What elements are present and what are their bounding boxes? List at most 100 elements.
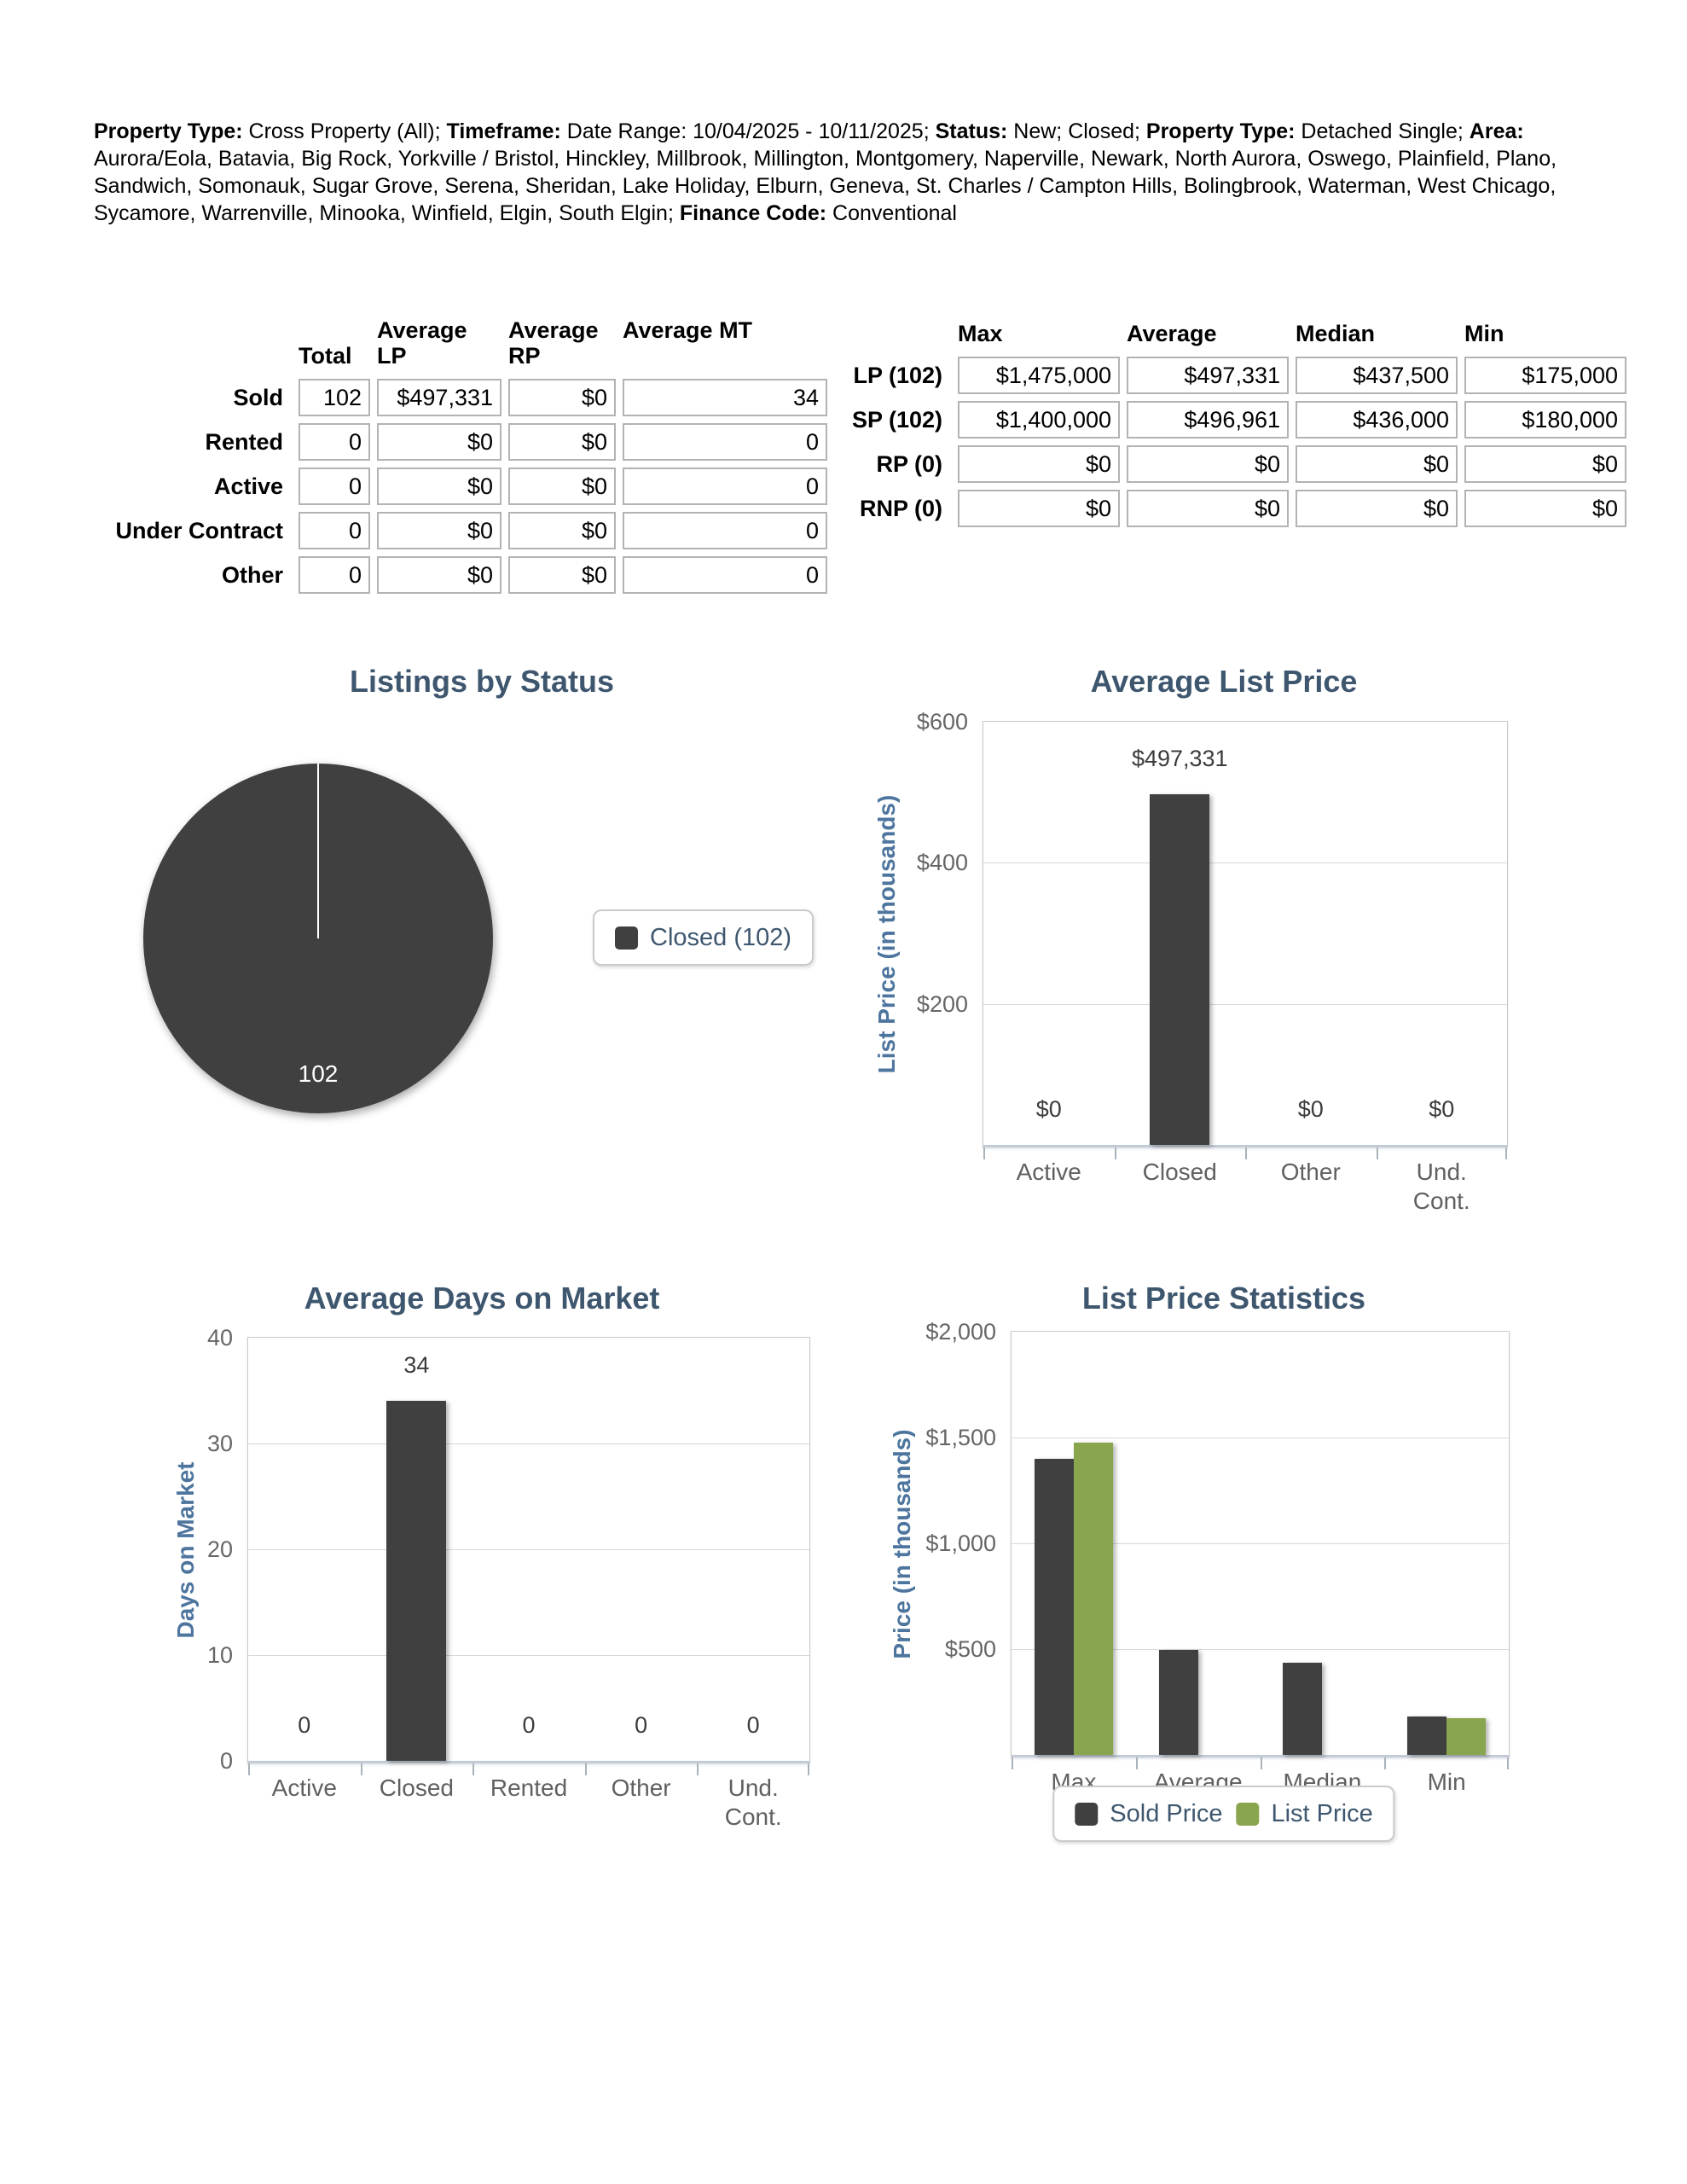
price-cell: $0 [958, 445, 1120, 483]
bar-sold-price [1034, 1458, 1074, 1755]
price-cell: $436,000 [1296, 401, 1458, 439]
criteria-label: Timeframe: [446, 119, 561, 143]
price-cell: $0 [1127, 490, 1289, 527]
legend-item-closed[interactable]: Closed (102) [615, 924, 791, 952]
bar-value-label: 34 [403, 1352, 430, 1379]
bar-list-price [1073, 1443, 1113, 1755]
price-cell: $496,961 [1127, 401, 1289, 439]
category-label: Closed [1142, 1159, 1217, 1185]
column-header-average: Average [1127, 321, 1217, 346]
criteria-text: Detached Single; [1295, 119, 1470, 143]
y-axis-tick-label: 10 [206, 1642, 233, 1668]
criteria-label: Finance Code: [679, 201, 827, 225]
y-axis-tick-label: $500 [944, 1636, 996, 1662]
plot-area: $600 $400 $200 Active $0 Closed $497,331 Other $… [917, 709, 1508, 1214]
status-cell: 0 [623, 423, 827, 461]
price-cell: $1,475,000 [958, 357, 1120, 394]
bar-value-label: $497,331 [1131, 745, 1228, 771]
price-cell: $0 [958, 490, 1120, 527]
status-cell: 102 [299, 379, 370, 416]
legend-swatch-list-price [1236, 1802, 1260, 1826]
y-axis-tick-label: 30 [206, 1431, 233, 1456]
bar-value-label: $0 [1429, 1096, 1455, 1122]
category-label: Other [611, 1774, 671, 1801]
y-axis-tick-label: 40 [206, 1325, 233, 1350]
price-cell: $0 [1464, 490, 1626, 527]
x-axis-tick [1012, 1757, 1013, 1769]
chart-title: Listings by Status [349, 664, 615, 699]
spacer [832, 321, 951, 350]
column-header-average-rp: Average RP [508, 317, 599, 369]
column-header-average-lp: Average LP [377, 317, 467, 369]
bar-value-label: 0 [746, 1712, 760, 1738]
price-cell: $1,400,000 [958, 401, 1120, 439]
x-axis-tick [1135, 1757, 1138, 1769]
pie-legend[interactable]: Closed (102) [593, 909, 815, 966]
x-axis-tick [1114, 1147, 1116, 1159]
bar-sold-price [1283, 1662, 1323, 1755]
gridline [1012, 1649, 1509, 1650]
criteria-text: Conventional [826, 201, 957, 225]
chart-title: List Price Statistics [1081, 1281, 1366, 1316]
status-cell: $0 [377, 468, 501, 505]
pie-data-label: 102 [298, 1060, 339, 1087]
y-axis-tick-label: 20 [206, 1536, 233, 1562]
x-axis-tick [360, 1763, 362, 1775]
legend-label: List Price [1271, 1799, 1373, 1827]
bar-sold-price [1407, 1716, 1447, 1755]
average-days-on-market-chart: Average Days on Market Days on Market 40… [111, 1241, 853, 1877]
column-header-total: Total [299, 343, 352, 369]
list-price-statistics-chart: List Price Statistics Price (in thousand… [853, 1241, 1595, 1898]
listings-by-status-chart: Listings by Status 102 Closed (102) [111, 657, 853, 1254]
bar-value-label: 0 [635, 1712, 648, 1738]
x-axis-tick [1384, 1757, 1387, 1769]
pie: 102 [143, 764, 493, 1113]
status-cell: $0 [377, 423, 501, 461]
x-axis-tick [983, 1147, 985, 1159]
price-cell: $0 [1296, 490, 1458, 527]
column-header-average-mt: Average MT [623, 317, 753, 343]
price-cell: $497,331 [1127, 357, 1289, 394]
status-cell: $0 [377, 512, 501, 549]
price-cell: $175,000 [1464, 357, 1626, 394]
x-axis-tick [808, 1763, 809, 1775]
status-cell: 0 [299, 512, 370, 549]
status-cell: $0 [508, 423, 616, 461]
status-summary-table: Total Average LP Average RP Average MT S… [111, 317, 827, 594]
gridline [248, 1549, 809, 1550]
gridline [248, 1443, 809, 1444]
chart-title: Average Days on Market [304, 1281, 660, 1316]
average-list-price-chart: Average List Price List Price (in thousa… [853, 657, 1595, 1254]
price-row-label: SP (102) [851, 406, 942, 433]
y-axis-tick-label: $1,500 [925, 1425, 996, 1450]
status-cell: $497,331 [377, 379, 501, 416]
status-row-label: Rented [205, 428, 283, 455]
y-axis-tick-label: $400 [916, 850, 968, 876]
status-row-label: Active [213, 473, 283, 499]
price-row-label: RP (0) [876, 450, 942, 477]
legend-item-sold-price[interactable]: Sold Price [1075, 1800, 1222, 1828]
spacer [111, 317, 292, 372]
legend-label: Sold Price [1110, 1799, 1223, 1827]
x-axis-tick [472, 1763, 475, 1775]
status-cell: 0 [623, 468, 827, 505]
x-axis-tick [584, 1763, 587, 1775]
y-axis-tick-label: $600 [916, 709, 968, 735]
price-row-label: RNP (0) [859, 495, 942, 521]
status-cell: 0 [623, 512, 827, 549]
status-cell: $0 [508, 468, 616, 505]
category-label: Active [271, 1774, 337, 1801]
legend-label: Closed (102) [650, 923, 792, 951]
y-axis-tick-label: $200 [916, 990, 968, 1017]
status-cell: 0 [299, 468, 370, 505]
x-axis-tick [1376, 1147, 1378, 1159]
criteria-label: Property Type: [94, 119, 243, 143]
criteria-label: Status: [935, 119, 1008, 143]
bar-sold-price [1158, 1649, 1198, 1755]
y-axis-title: List Price (in thousands) [873, 794, 900, 1074]
legend-item-list-price[interactable]: List Price [1236, 1799, 1373, 1828]
price-series-legend[interactable]: Sold Price List Price [1052, 1786, 1395, 1842]
status-cell: $0 [377, 556, 501, 594]
category-label: Rented [490, 1774, 568, 1801]
criteria-text: Cross Property (All); [242, 119, 447, 143]
